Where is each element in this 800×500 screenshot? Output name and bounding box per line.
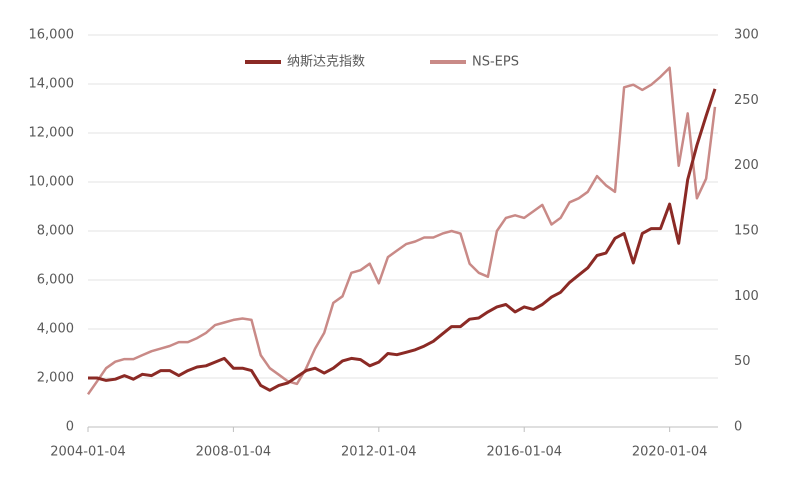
y2-tick-label: 100	[734, 289, 759, 304]
y-tick-label: 4,000	[37, 322, 74, 337]
y2-tick-label: 300	[734, 28, 759, 43]
legend-label: 纳斯达克指数	[287, 55, 365, 70]
y2-tick-label: 200	[734, 158, 759, 173]
y2-tick-label: 150	[734, 224, 759, 239]
y-tick-label: 2,000	[37, 371, 74, 386]
series-line	[88, 88, 717, 392]
legend-label: NS-EPS	[472, 55, 519, 70]
x-tick-label: 2012-01-04	[341, 445, 417, 460]
x-tick-label: 2008-01-04	[196, 445, 272, 460]
x-tick-label: 2020-01-04	[632, 445, 708, 460]
y-tick-label: 0	[66, 420, 74, 435]
y-tick-label: 16,000	[29, 28, 75, 43]
y-tick-label: 10,000	[29, 175, 75, 190]
y2-tick-label: 0	[734, 420, 742, 435]
y-tick-label: 8,000	[37, 224, 74, 239]
y2-tick-label: 50	[734, 354, 751, 369]
x-tick-label: 2004-01-04	[50, 445, 126, 460]
y-tick-label: 12,000	[29, 126, 75, 141]
series-line	[86, 66, 717, 396]
y-tick-label: 6,000	[37, 273, 74, 288]
x-tick-label: 2016-01-04	[486, 445, 562, 460]
y-tick-label: 14,000	[29, 77, 75, 92]
y2-tick-label: 250	[734, 93, 759, 108]
